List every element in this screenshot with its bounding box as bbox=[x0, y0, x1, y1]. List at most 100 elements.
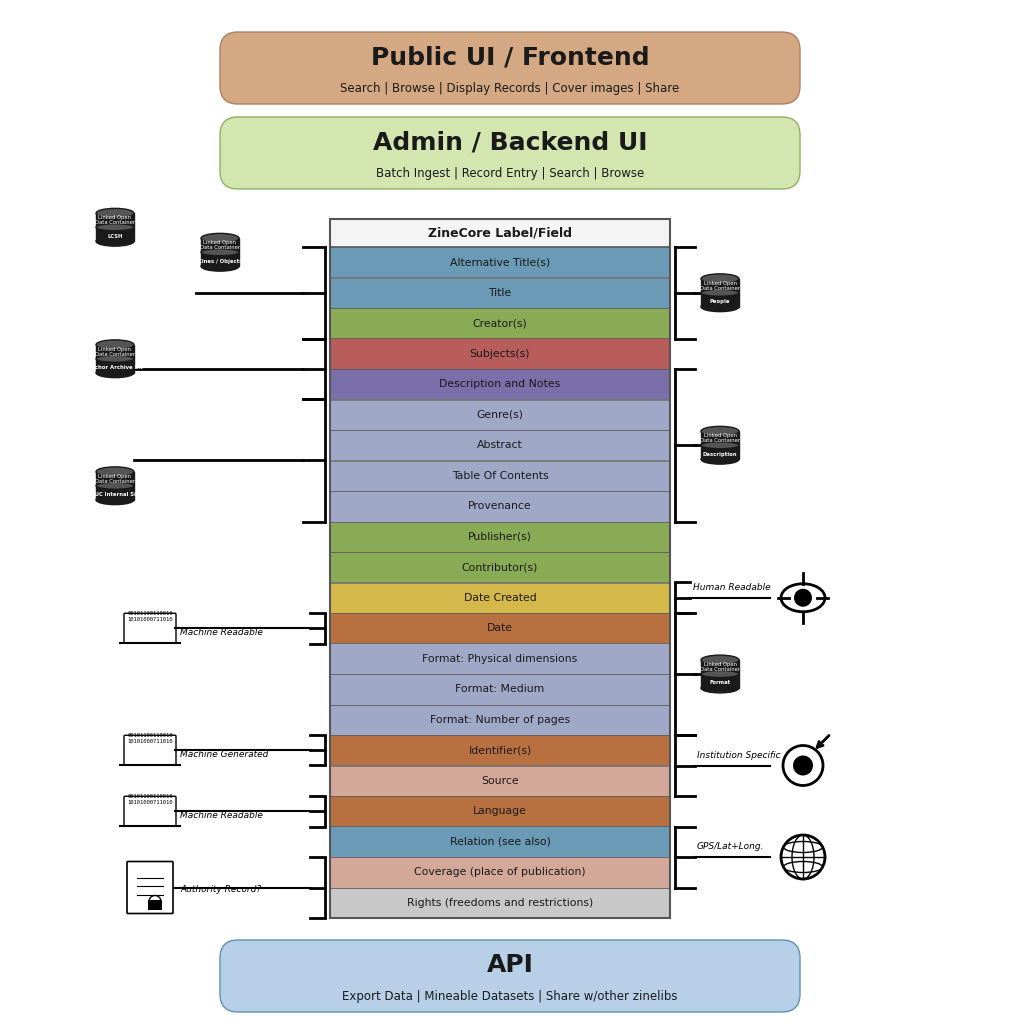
Bar bbox=[701, 660, 739, 688]
Circle shape bbox=[793, 756, 813, 775]
Bar bbox=[701, 431, 739, 459]
Bar bbox=[330, 369, 670, 399]
FancyBboxPatch shape bbox=[220, 940, 800, 1012]
Ellipse shape bbox=[701, 441, 739, 449]
Ellipse shape bbox=[96, 208, 134, 218]
Bar bbox=[330, 552, 670, 583]
Bar bbox=[96, 472, 134, 500]
Text: Format: Medium: Format: Medium bbox=[456, 684, 545, 694]
Text: Linked Open
Data Container: Linked Open Data Container bbox=[95, 473, 135, 484]
Bar bbox=[330, 705, 670, 735]
Ellipse shape bbox=[201, 233, 239, 243]
Text: Creator(s): Creator(s) bbox=[473, 318, 527, 329]
Circle shape bbox=[783, 745, 823, 785]
Text: Linked Open
Data Container: Linked Open Data Container bbox=[95, 215, 135, 225]
Text: Machine Readable: Machine Readable bbox=[180, 628, 263, 637]
Text: Public UI / Frontend: Public UI / Frontend bbox=[371, 45, 649, 70]
Text: Source: Source bbox=[481, 776, 519, 785]
FancyBboxPatch shape bbox=[124, 735, 176, 765]
Text: Admin / Backend UI: Admin / Backend UI bbox=[373, 130, 647, 155]
FancyBboxPatch shape bbox=[330, 219, 670, 247]
Text: Linked Open
Data Container: Linked Open Data Container bbox=[700, 662, 740, 672]
Ellipse shape bbox=[96, 237, 134, 246]
FancyBboxPatch shape bbox=[220, 32, 800, 104]
Text: Format: Number of pages: Format: Number of pages bbox=[430, 715, 570, 725]
Text: Relation (see also): Relation (see also) bbox=[450, 837, 551, 847]
Ellipse shape bbox=[701, 289, 739, 296]
FancyBboxPatch shape bbox=[127, 861, 173, 913]
Bar bbox=[330, 247, 670, 278]
Bar bbox=[330, 219, 670, 918]
Text: ZUC Internal Sit: ZUC Internal Sit bbox=[91, 493, 138, 498]
Text: ZineCore Label/Field: ZineCore Label/Field bbox=[428, 226, 572, 240]
Text: Publisher(s): Publisher(s) bbox=[468, 531, 532, 542]
Bar bbox=[330, 735, 670, 766]
Circle shape bbox=[781, 835, 825, 879]
Text: 00101100110010
10101000711010: 00101100110010 10101000711010 bbox=[127, 794, 173, 805]
Bar bbox=[330, 766, 670, 796]
Bar bbox=[330, 888, 670, 918]
Text: 00101100110010
10101000711010: 00101100110010 10101000711010 bbox=[127, 611, 173, 622]
Bar bbox=[330, 521, 670, 552]
Text: API: API bbox=[486, 953, 534, 977]
Bar bbox=[330, 796, 670, 826]
Ellipse shape bbox=[701, 671, 739, 678]
Ellipse shape bbox=[701, 455, 739, 464]
Text: Date: Date bbox=[487, 624, 513, 633]
Text: Subjects(s): Subjects(s) bbox=[470, 349, 530, 358]
Text: Contributor(s): Contributor(s) bbox=[462, 562, 539, 572]
Text: Title: Title bbox=[488, 288, 512, 298]
Ellipse shape bbox=[201, 261, 239, 271]
Ellipse shape bbox=[96, 224, 134, 230]
Text: Machine Generated: Machine Generated bbox=[180, 750, 268, 759]
Ellipse shape bbox=[701, 683, 739, 693]
Bar bbox=[330, 430, 670, 461]
Text: Machine Readable: Machine Readable bbox=[180, 811, 263, 820]
Text: Search | Browse | Display Records | Cover images | Share: Search | Browse | Display Records | Cove… bbox=[340, 82, 680, 94]
Text: GPS/Lat+Long.: GPS/Lat+Long. bbox=[697, 842, 765, 851]
Ellipse shape bbox=[96, 355, 134, 362]
FancyBboxPatch shape bbox=[124, 613, 176, 643]
Text: 00101100110010
10101000711010: 00101100110010 10101000711010 bbox=[127, 733, 173, 743]
Bar bbox=[330, 826, 670, 857]
Text: Description: Description bbox=[702, 452, 737, 457]
Text: Identifier(s): Identifier(s) bbox=[468, 745, 531, 756]
Bar bbox=[96, 213, 134, 242]
Bar bbox=[330, 399, 670, 430]
Circle shape bbox=[150, 896, 161, 907]
Text: Format: Format bbox=[710, 681, 730, 685]
Text: Language: Language bbox=[473, 806, 527, 816]
Ellipse shape bbox=[96, 482, 134, 489]
Ellipse shape bbox=[701, 655, 739, 665]
Text: Linked Open
Data Container: Linked Open Data Container bbox=[700, 281, 740, 291]
Bar bbox=[330, 857, 670, 888]
Ellipse shape bbox=[96, 368, 134, 378]
Ellipse shape bbox=[96, 495, 134, 505]
Ellipse shape bbox=[701, 302, 739, 311]
Bar bbox=[148, 899, 162, 909]
Text: Provenance: Provenance bbox=[468, 502, 531, 511]
Text: Genre(s): Genre(s) bbox=[476, 410, 523, 420]
Bar bbox=[330, 308, 670, 339]
Text: Description and Notes: Description and Notes bbox=[439, 379, 560, 389]
Bar bbox=[96, 345, 134, 373]
Text: Table Of Contents: Table Of Contents bbox=[452, 471, 548, 480]
Text: Linked Open
Data Container: Linked Open Data Container bbox=[700, 433, 740, 443]
Text: Format: Physical dimensions: Format: Physical dimensions bbox=[422, 653, 578, 664]
Circle shape bbox=[794, 589, 812, 607]
Bar bbox=[330, 643, 670, 674]
Ellipse shape bbox=[781, 584, 825, 611]
Ellipse shape bbox=[201, 249, 239, 256]
Text: Anchor Archive Sit: Anchor Archive Sit bbox=[87, 366, 142, 371]
Bar bbox=[330, 278, 670, 308]
FancyBboxPatch shape bbox=[124, 797, 176, 826]
Text: Alternative Title(s): Alternative Title(s) bbox=[450, 257, 550, 267]
Bar bbox=[330, 583, 670, 613]
Bar bbox=[330, 613, 670, 643]
Bar bbox=[330, 461, 670, 490]
Text: People: People bbox=[710, 299, 730, 304]
Bar bbox=[201, 239, 239, 266]
Text: Batch Ingest | Record Entry | Search | Browse: Batch Ingest | Record Entry | Search | B… bbox=[376, 167, 644, 179]
Text: Authority Record?: Authority Record? bbox=[180, 885, 261, 894]
Text: Human Readable: Human Readable bbox=[693, 583, 771, 592]
